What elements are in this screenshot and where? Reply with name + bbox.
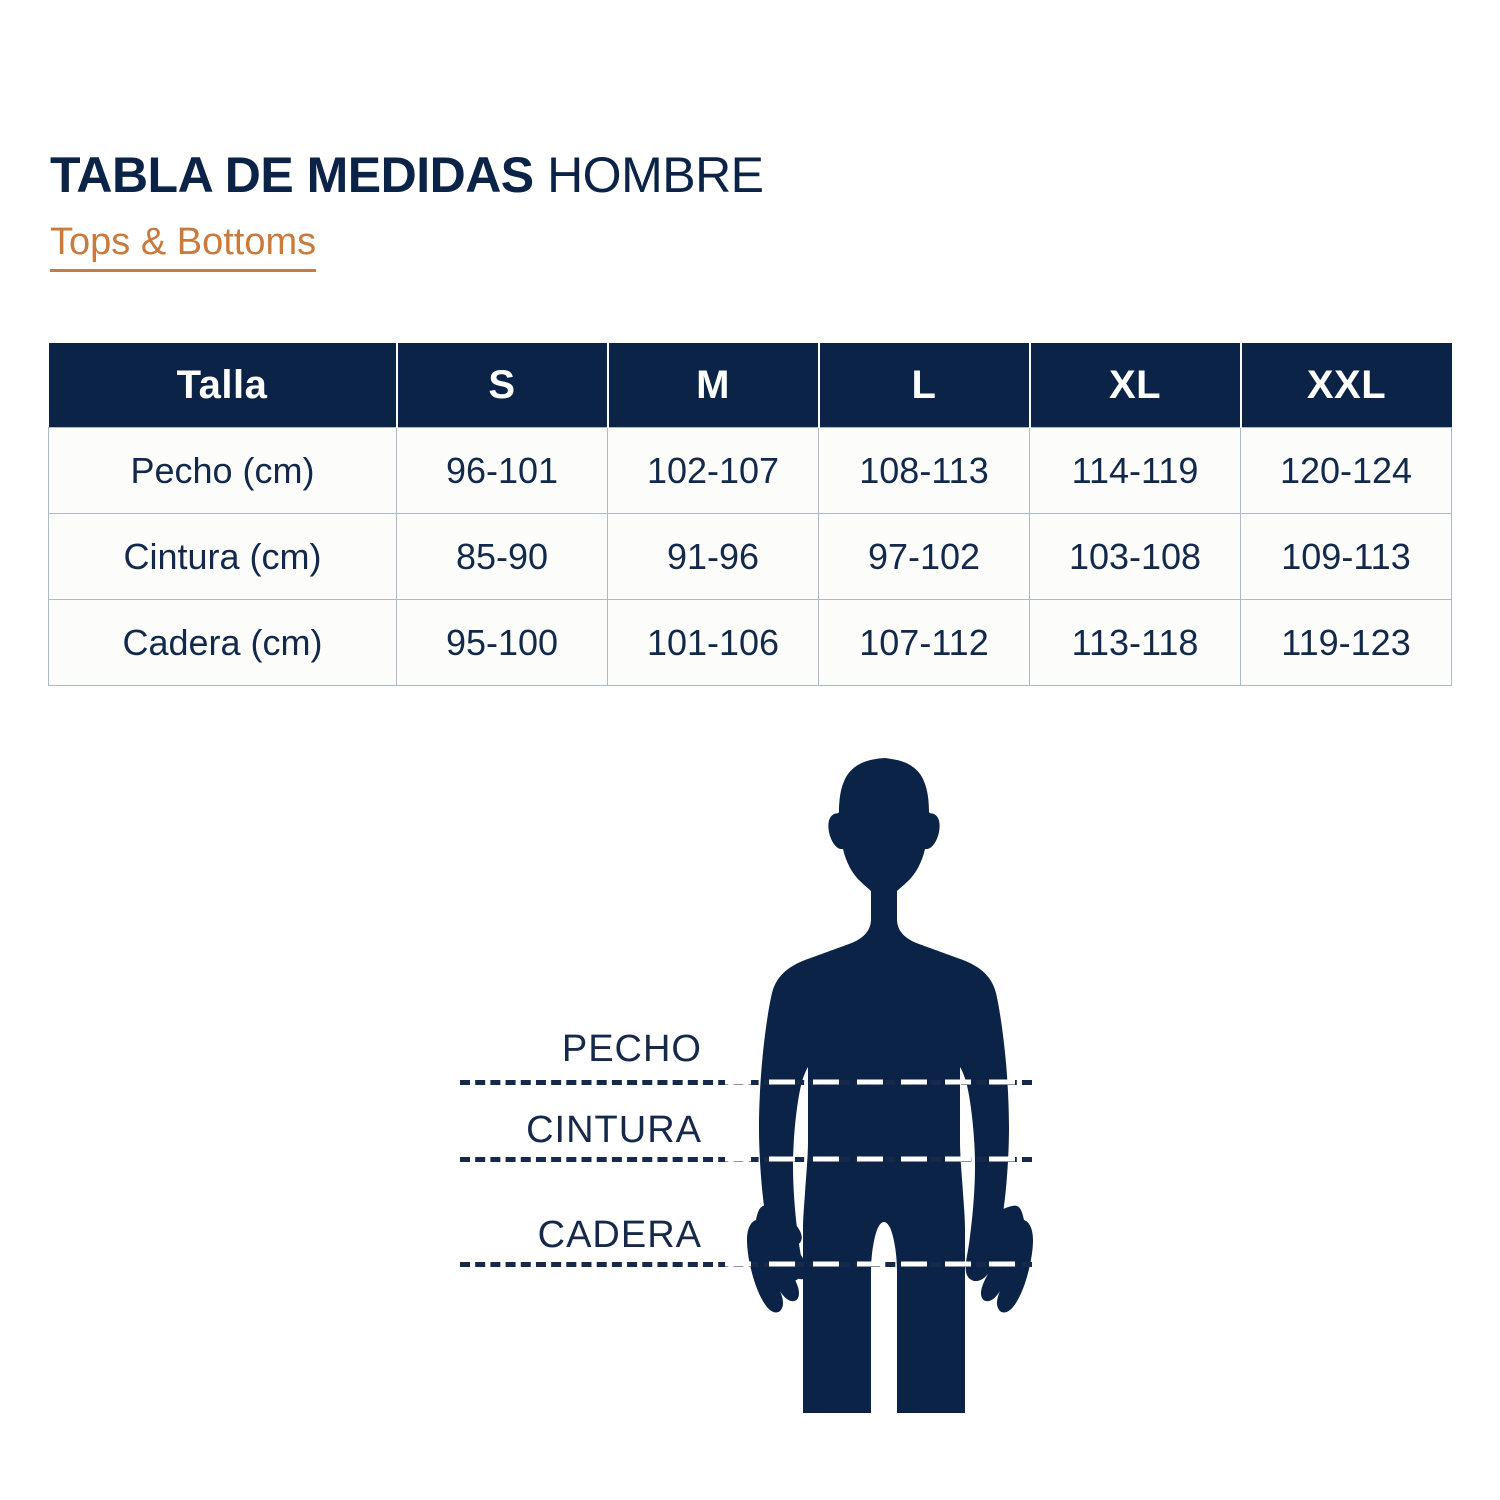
guide-line-cintura — [460, 1157, 1032, 1162]
row-label-cintura: Cintura (cm) — [48, 513, 397, 600]
cell-pecho-m: 102-107 — [607, 427, 819, 514]
cell-cadera-xxl: 119-123 — [1240, 599, 1452, 686]
page-title-strong: TABLA DE MEDIDAS — [50, 147, 534, 203]
table-row: Cintura (cm) 85-90 91-96 97-102 103-108 … — [48, 513, 1452, 600]
row-label-pecho: Pecho (cm) — [48, 427, 397, 514]
page-subtitle: Tops & Bottoms — [50, 220, 317, 272]
guide-line-cadera — [460, 1262, 1032, 1267]
guide-label-cadera: CADERA — [537, 1214, 702, 1256]
column-header-s: S — [396, 343, 609, 428]
table-header-row: Talla S M L XL XXL — [48, 343, 1452, 428]
cell-cintura-xxl: 109-113 — [1240, 513, 1452, 600]
column-header-xxl: XXL — [1240, 343, 1452, 428]
page-header: TABLA DE MEDIDAS HOMBRE Tops & Bottoms — [50, 146, 1410, 272]
table-row: Cadera (cm) 95-100 101-106 107-112 113-1… — [48, 599, 1452, 686]
guide-label-cintura: CINTURA — [526, 1109, 702, 1151]
page-title-light: HOMBRE — [547, 147, 764, 203]
cell-cadera-l: 107-112 — [818, 599, 1030, 686]
column-header-talla: Talla — [48, 343, 398, 428]
page-title: TABLA DE MEDIDAS HOMBRE — [50, 146, 1410, 204]
size-chart-table: Talla S M L XL XXL Pecho (cm) 96-101 102… — [48, 343, 1452, 686]
guide-line-pecho — [460, 1080, 1032, 1085]
cell-pecho-l: 108-113 — [818, 427, 1030, 514]
cell-cintura-s: 85-90 — [396, 513, 608, 600]
row-label-cadera: Cadera (cm) — [48, 599, 397, 686]
cell-pecho-s: 96-101 — [396, 427, 608, 514]
measurement-figure — [0, 740, 1500, 1500]
cell-cadera-xl: 113-118 — [1029, 599, 1241, 686]
cell-cadera-m: 101-106 — [607, 599, 819, 686]
column-header-xl: XL — [1029, 343, 1242, 428]
column-header-l: L — [818, 343, 1031, 428]
guide-label-pecho: PECHO — [561, 1028, 702, 1070]
cell-cintura-m: 91-96 — [607, 513, 819, 600]
table-row: Pecho (cm) 96-101 102-107 108-113 114-11… — [48, 427, 1452, 514]
cell-cintura-xl: 103-108 — [1029, 513, 1241, 600]
cell-cintura-l: 97-102 — [818, 513, 1030, 600]
cell-cadera-s: 95-100 — [396, 599, 608, 686]
cell-pecho-xl: 114-119 — [1029, 427, 1241, 514]
column-header-m: M — [607, 343, 820, 428]
cell-pecho-xxl: 120-124 — [1240, 427, 1452, 514]
male-body-silhouette-icon — [747, 758, 1033, 1413]
